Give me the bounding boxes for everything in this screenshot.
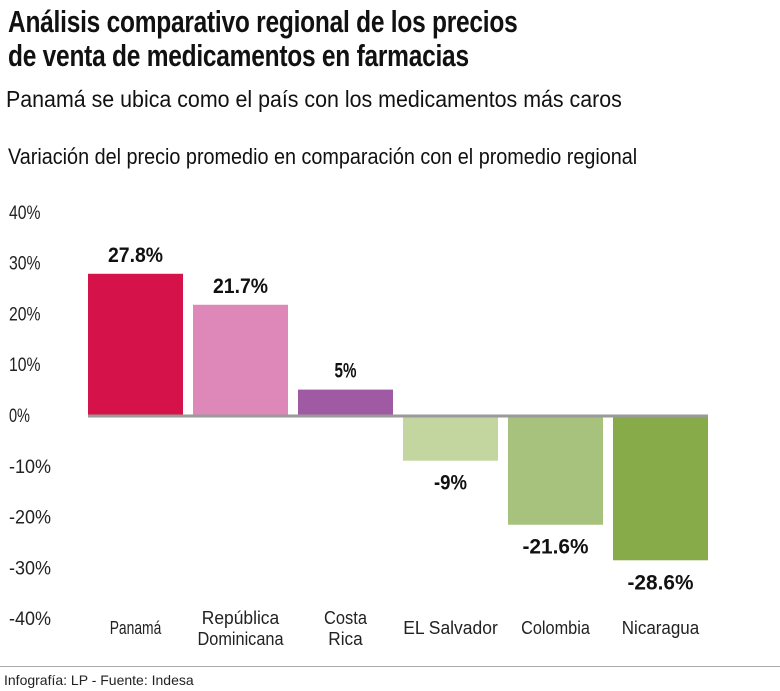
y-tick-label: 20% bbox=[9, 304, 41, 325]
x-tick-label: Rica bbox=[328, 629, 363, 649]
x-tick-label: Nicaragua bbox=[622, 618, 700, 638]
data-label: 27.8% bbox=[108, 244, 163, 267]
data-label: 5% bbox=[335, 360, 357, 383]
bar bbox=[508, 415, 603, 525]
y-tick-label: 30% bbox=[9, 254, 41, 275]
title-line-2: de venta de medicamentos en farmacias bbox=[8, 38, 469, 73]
y-tick-label: -30% bbox=[9, 558, 51, 579]
y-tick-label: 0% bbox=[9, 406, 30, 427]
x-tick-label: EL Salvador bbox=[403, 618, 498, 638]
bar bbox=[88, 273, 183, 415]
footer-divider bbox=[0, 666, 780, 667]
data-label: 21.7% bbox=[213, 275, 268, 298]
data-label: -28.6% bbox=[628, 571, 694, 594]
y-tick-label: -10% bbox=[9, 457, 51, 478]
y-tick-label: 40% bbox=[9, 203, 41, 224]
x-tick-label: Dominicana bbox=[198, 629, 285, 649]
subtitle: Panamá se ubica como el país con los med… bbox=[6, 86, 622, 112]
x-tick-label: República bbox=[202, 608, 280, 628]
bar bbox=[403, 415, 498, 461]
y-tick-label: -20% bbox=[9, 508, 51, 529]
bar bbox=[613, 415, 708, 561]
x-tick-label: Costa bbox=[324, 608, 368, 628]
title-line-1: Análisis comparativo regional de los pre… bbox=[8, 4, 518, 39]
chart-title: Variación del precio promedio en compara… bbox=[8, 144, 638, 169]
x-tick-label: Panamá bbox=[110, 618, 162, 638]
x-tick-label: Colombia bbox=[521, 618, 591, 638]
y-tick-label: -40% bbox=[9, 609, 51, 630]
footer-credit: Infografía: LP - Fuente: Indesa bbox=[4, 672, 194, 688]
bar bbox=[298, 389, 393, 415]
y-tick-label: 10% bbox=[9, 355, 41, 376]
data-label: -9% bbox=[434, 472, 467, 495]
bar bbox=[193, 304, 288, 415]
data-label: -21.6% bbox=[523, 536, 589, 559]
